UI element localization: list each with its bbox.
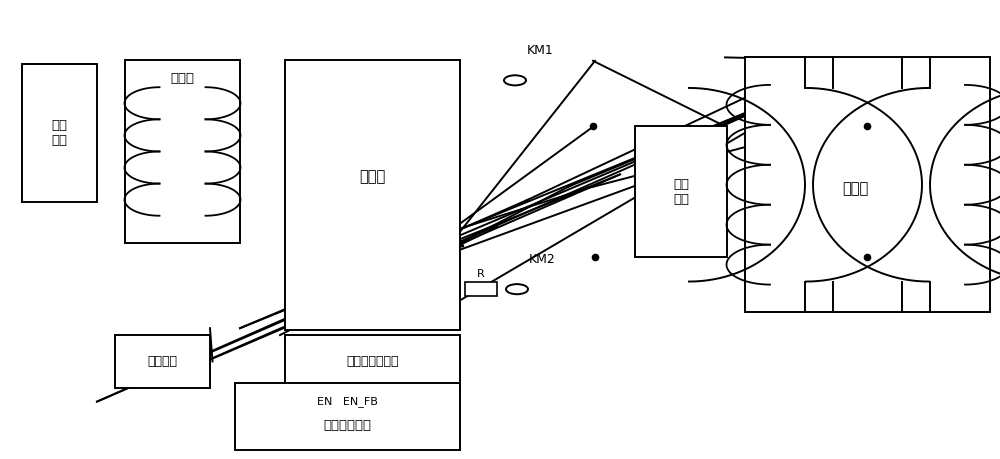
Text: 控制与驱动电路: 控制与驱动电路 xyxy=(346,355,399,368)
Text: 续流
回路: 续流 回路 xyxy=(673,178,689,206)
Bar xyxy=(635,126,727,257)
Text: 交流
电源: 交流 电源 xyxy=(52,119,68,147)
Bar xyxy=(745,57,990,312)
Bar xyxy=(125,60,240,243)
Text: 变换器: 变换器 xyxy=(359,169,386,184)
Text: 辅助电源: 辅助电源 xyxy=(148,355,178,368)
Text: R: R xyxy=(477,269,485,279)
Bar xyxy=(235,383,460,450)
Text: 制动器: 制动器 xyxy=(842,181,868,196)
Text: KM1: KM1 xyxy=(527,44,553,57)
Bar xyxy=(22,64,97,202)
Bar xyxy=(115,335,210,388)
Text: KM2: KM2 xyxy=(529,253,555,266)
Bar xyxy=(465,282,497,296)
Text: 变压器: 变压器 xyxy=(170,72,194,84)
Bar xyxy=(285,60,460,330)
Text: 电梯主控系统: 电梯主控系统 xyxy=(324,419,372,432)
Bar xyxy=(285,335,460,388)
Text: EN   EN_FB: EN EN_FB xyxy=(317,397,378,407)
